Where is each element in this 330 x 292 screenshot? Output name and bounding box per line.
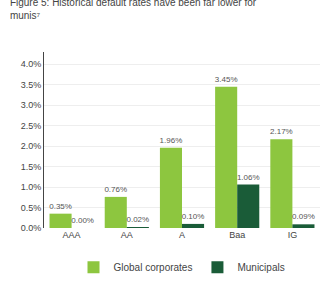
- svg-text:0.5%: 0.5%: [21, 203, 42, 213]
- svg-text:A: A: [179, 230, 185, 240]
- svg-text:0.10%: 0.10%: [182, 212, 205, 221]
- svg-text:4.0%: 4.0%: [21, 59, 42, 69]
- svg-text:Global corporates: Global corporates: [114, 262, 193, 273]
- svg-text:AA: AA: [121, 230, 133, 240]
- svg-text:2.0%: 2.0%: [21, 141, 42, 151]
- svg-text:3.45%: 3.45%: [215, 75, 238, 84]
- svg-text:0.76%: 0.76%: [104, 185, 127, 194]
- svg-text:0.09%: 0.09%: [292, 212, 315, 221]
- svg-text:0.0%: 0.0%: [21, 223, 42, 233]
- svg-text:Baa: Baa: [229, 230, 245, 240]
- svg-text:Figure 5: Historical default r: Figure 5: Historical default rates have …: [10, 0, 257, 21]
- svg-text:1.06%: 1.06%: [237, 173, 260, 182]
- svg-text:0.35%: 0.35%: [49, 202, 72, 211]
- svg-text:1.0%: 1.0%: [21, 182, 42, 192]
- svg-text:3.5%: 3.5%: [21, 80, 42, 90]
- svg-text:3.0%: 3.0%: [21, 100, 42, 110]
- svg-text:Municipals: Municipals: [237, 262, 284, 273]
- svg-text:1.96%: 1.96%: [160, 136, 183, 145]
- svg-text:0.00%: 0.00%: [71, 216, 94, 225]
- svg-text:2.17%: 2.17%: [270, 127, 293, 136]
- svg-text:2.5%: 2.5%: [21, 121, 42, 131]
- svg-text:0.02%: 0.02%: [126, 215, 149, 224]
- svg-text:IG: IG: [288, 230, 298, 240]
- svg-text:AAA: AAA: [63, 230, 81, 240]
- svg-text:1.5%: 1.5%: [21, 162, 42, 172]
